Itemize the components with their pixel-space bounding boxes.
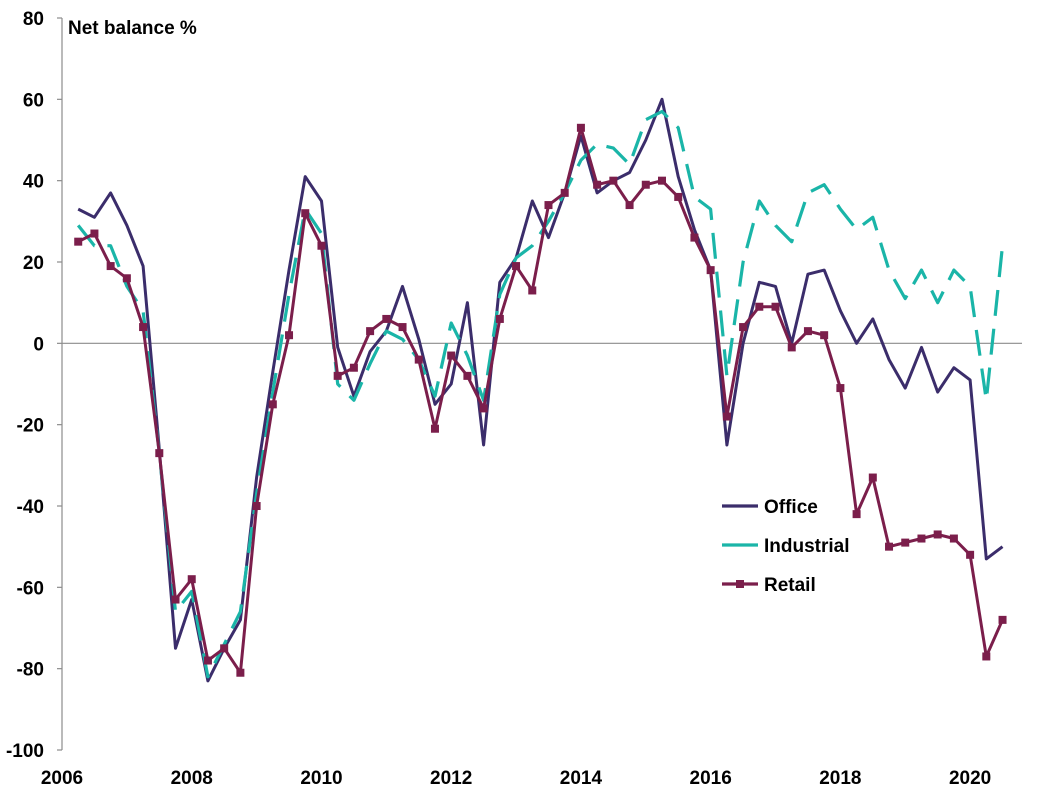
data-point xyxy=(398,323,407,332)
data-point xyxy=(366,327,375,336)
x-tick-label: 2012 xyxy=(430,768,472,789)
data-point xyxy=(479,404,488,413)
data-point xyxy=(90,229,99,238)
data-point xyxy=(868,473,877,482)
data-point xyxy=(414,355,423,364)
legend-item-office: Office xyxy=(722,497,818,518)
y-tick-label: 80 xyxy=(23,9,44,30)
data-point xyxy=(641,180,650,189)
data-point xyxy=(690,233,699,242)
legend: Office Industrial Retail xyxy=(722,497,850,596)
data-point xyxy=(512,262,521,271)
data-point xyxy=(982,652,991,661)
data-point xyxy=(301,209,310,218)
data-point xyxy=(771,302,780,311)
data-point xyxy=(966,550,975,559)
y-tick-label: 60 xyxy=(23,90,44,111)
data-point xyxy=(998,615,1007,624)
data-point xyxy=(852,510,861,519)
data-point xyxy=(187,575,196,584)
x-tick-label: 2010 xyxy=(300,768,342,789)
data-point xyxy=(917,534,926,543)
y-tick-label: -20 xyxy=(17,416,44,437)
y-tick-label: 0 xyxy=(33,334,44,355)
data-point xyxy=(885,542,894,551)
legend-label: Retail xyxy=(764,575,816,596)
data-point xyxy=(560,188,569,197)
series-layer xyxy=(74,97,1007,683)
data-point xyxy=(236,668,245,677)
data-point xyxy=(625,201,634,210)
data-point xyxy=(106,262,115,271)
y-axis-title: Net balance % xyxy=(68,18,197,39)
data-point xyxy=(544,201,553,210)
data-point xyxy=(901,538,910,547)
data-point xyxy=(463,371,472,380)
data-point xyxy=(706,266,715,275)
data-point xyxy=(317,241,326,250)
data-point xyxy=(933,530,942,539)
data-point xyxy=(447,351,456,360)
y-tick-label: -80 xyxy=(17,660,44,681)
data-point xyxy=(382,314,391,323)
data-point xyxy=(755,302,764,311)
series-line-industrial xyxy=(76,109,1005,679)
data-point xyxy=(674,192,683,201)
data-point xyxy=(220,644,229,653)
data-point xyxy=(268,400,277,409)
data-point xyxy=(609,176,618,185)
data-point xyxy=(593,180,602,189)
y-tick-label: -40 xyxy=(17,497,44,518)
x-tick-label: 2014 xyxy=(560,768,603,789)
y-tick-label: -60 xyxy=(17,578,44,599)
data-point xyxy=(528,286,537,295)
series-line-office xyxy=(77,97,1004,683)
legend-item-industrial: Industrial xyxy=(722,536,850,557)
x-tick-label: 2020 xyxy=(949,768,991,789)
legend-label: Office xyxy=(764,497,818,518)
y-axis-ticks: 80 60 40 20 0 -20 -40 -60 -80 -100 xyxy=(6,9,62,762)
x-tick-label: 2006 xyxy=(41,768,83,789)
data-point xyxy=(122,274,131,283)
y-tick-label: -100 xyxy=(6,741,44,762)
data-point xyxy=(836,384,845,393)
data-point xyxy=(949,534,958,543)
x-tick-label: 2008 xyxy=(171,768,213,789)
series-industrial xyxy=(76,109,1005,679)
x-axis-ticks: 2006 2008 2010 2012 2014 2016 2018 2020 xyxy=(41,768,991,789)
data-point xyxy=(349,363,358,372)
data-point xyxy=(139,323,148,332)
data-point xyxy=(787,343,796,352)
data-point xyxy=(722,412,731,421)
data-point xyxy=(658,176,666,185)
data-point xyxy=(74,237,83,246)
y-tick-label: 20 xyxy=(23,253,44,274)
data-point xyxy=(576,123,585,132)
data-point xyxy=(171,595,180,604)
legend-marker xyxy=(736,580,744,588)
x-tick-label: 2016 xyxy=(690,768,732,789)
x-tick-label: 2018 xyxy=(819,768,861,789)
series-retail xyxy=(74,123,1007,677)
data-point xyxy=(252,502,261,510)
data-point xyxy=(739,323,748,332)
legend-item-retail: Retail xyxy=(722,575,816,596)
y-tick-label: 40 xyxy=(23,172,44,193)
data-point xyxy=(803,327,812,336)
data-point xyxy=(203,656,212,665)
data-point xyxy=(430,424,439,433)
series-office xyxy=(77,97,1004,683)
data-point xyxy=(285,331,294,340)
legend-label: Industrial xyxy=(764,536,850,557)
series-line-retail xyxy=(77,126,1004,675)
data-point xyxy=(155,449,164,458)
data-point xyxy=(820,331,829,340)
data-point xyxy=(495,314,504,323)
data-point xyxy=(333,371,342,380)
